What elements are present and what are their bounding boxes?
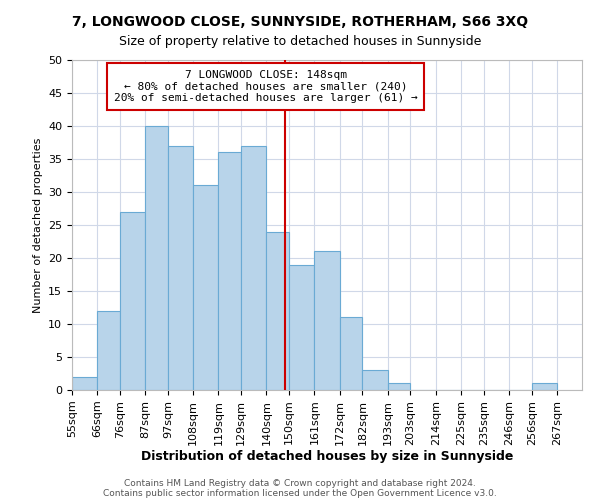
Y-axis label: Number of detached properties: Number of detached properties [32,138,43,312]
Bar [120,212,145,390]
Bar [193,186,218,390]
Text: Contains HM Land Registry data © Crown copyright and database right 2024.: Contains HM Land Registry data © Crown c… [124,478,476,488]
Bar [340,318,362,390]
Text: Size of property relative to detached houses in Sunnyside: Size of property relative to detached ho… [119,35,481,48]
Bar [532,384,557,390]
X-axis label: Distribution of detached houses by size in Sunnyside: Distribution of detached houses by size … [141,450,513,464]
Bar [266,232,289,390]
Text: 7 LONGWOOD CLOSE: 148sqm
← 80% of detached houses are smaller (240)
20% of semi-: 7 LONGWOOD CLOSE: 148sqm ← 80% of detach… [114,70,418,103]
Bar [72,377,97,390]
Bar [168,146,193,390]
Text: 7, LONGWOOD CLOSE, SUNNYSIDE, ROTHERHAM, S66 3XQ: 7, LONGWOOD CLOSE, SUNNYSIDE, ROTHERHAM,… [72,15,528,29]
Bar [145,126,168,390]
Text: Contains public sector information licensed under the Open Government Licence v3: Contains public sector information licen… [103,488,497,498]
Bar [218,152,241,390]
Bar [241,146,266,390]
Bar [362,370,388,390]
Bar [388,384,410,390]
Bar [97,311,120,390]
Bar [314,252,340,390]
Bar [289,264,314,390]
